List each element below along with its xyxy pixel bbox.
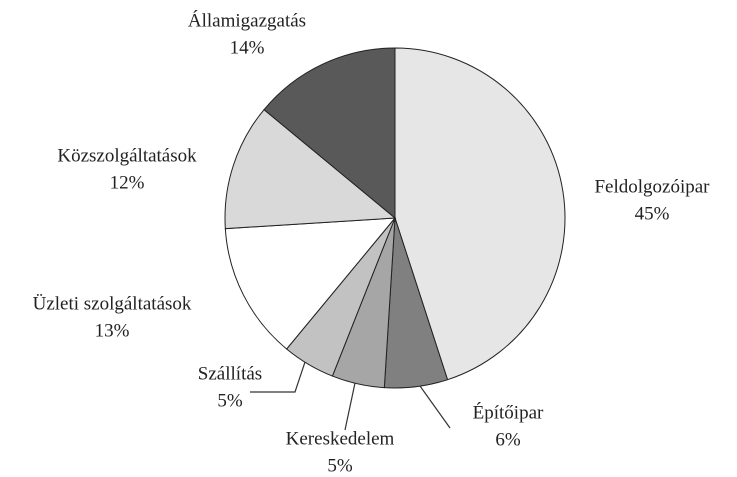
pie-slice (394, 47, 566, 381)
slice-label: Üzleti szolgáltatások (33, 293, 192, 314)
pie-slice (224, 217, 397, 350)
slice-value-label: 13% (95, 320, 130, 341)
slice-value-label: 14% (230, 37, 265, 58)
slice-label: Építőipar (473, 401, 544, 423)
slice-value-label: 45% (635, 203, 670, 224)
slice-value-label: 12% (110, 172, 145, 193)
slice-label: Közszolgáltatások (57, 145, 197, 166)
pie-slice (263, 47, 396, 220)
slice-label: Kereskedelem (286, 428, 395, 449)
slice-value-label: 5% (217, 390, 243, 411)
slice-label: Feldolgozóipar (594, 176, 710, 197)
slice-value-label: 6% (495, 429, 521, 450)
slice-value-label: 5% (327, 455, 353, 476)
pie-slice (224, 108, 397, 230)
leader-line (419, 385, 451, 429)
leader-line (344, 382, 356, 431)
slice-label: Szállítás (198, 363, 262, 384)
leader-line (250, 361, 306, 393)
slice-label: Államigazgatás (188, 9, 306, 31)
